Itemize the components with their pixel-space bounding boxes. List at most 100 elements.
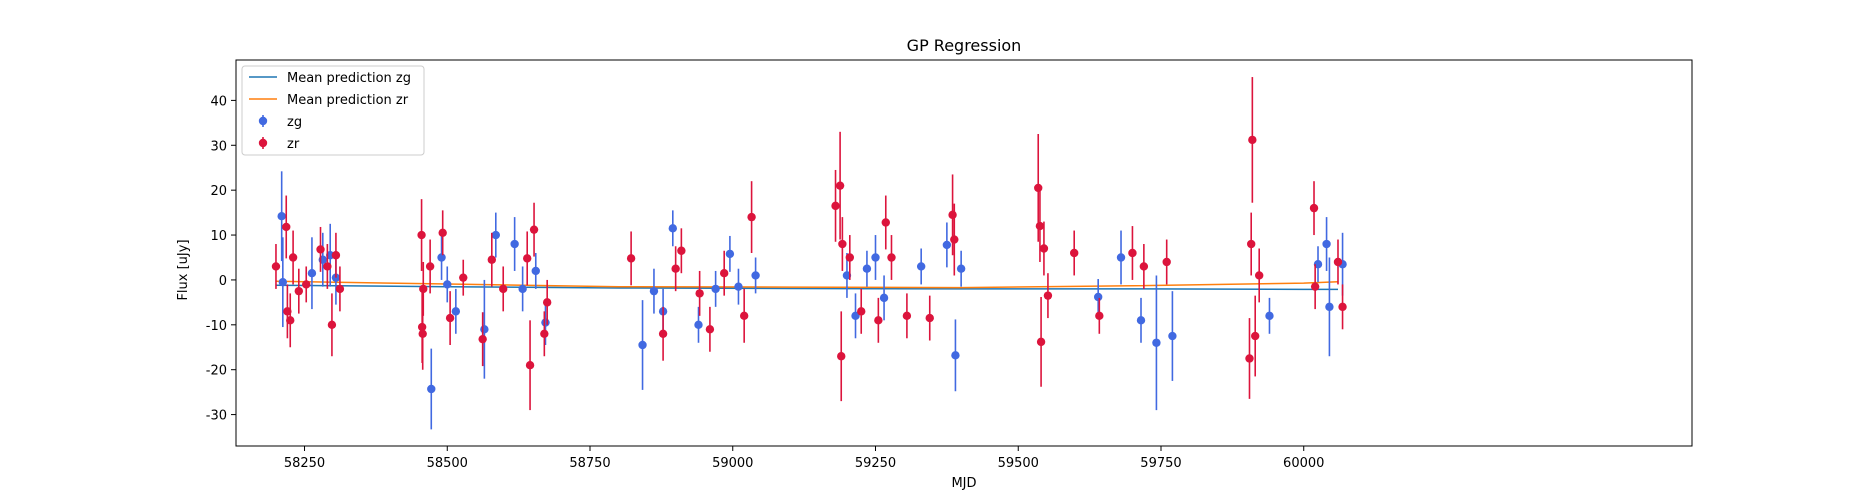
point-zr [857, 288, 866, 334]
data-point [871, 253, 880, 262]
point-zg [278, 237, 288, 328]
data-point [677, 246, 686, 255]
data-point [638, 340, 647, 350]
data-point [417, 230, 426, 240]
legend: Mean prediction zg Mean prediction zr zg zr [241, 65, 425, 156]
data-point [277, 211, 286, 221]
data-point [942, 240, 952, 250]
point-zg [518, 266, 527, 312]
data-point [831, 201, 840, 211]
point-zg [277, 171, 286, 262]
data-point [478, 334, 487, 344]
plot-data [271, 77, 1347, 430]
data-point [1136, 316, 1146, 325]
data-point [1168, 331, 1177, 341]
point-zr [626, 231, 636, 286]
data-point [294, 286, 304, 296]
point-zr [925, 295, 934, 341]
data-point [1162, 257, 1171, 267]
point-zg [307, 237, 317, 310]
point-zr [739, 288, 749, 343]
data-point [851, 311, 860, 321]
data-point [282, 222, 291, 232]
data-point [307, 268, 317, 278]
point-zr [417, 199, 426, 271]
data-point [437, 253, 446, 262]
point-zg [491, 212, 500, 258]
x-tick-label: 58500 [427, 456, 468, 471]
legend-label: Mean prediction zg [287, 71, 411, 86]
y-tick-label: 0 [219, 274, 227, 289]
data-point [1035, 221, 1045, 231]
data-point [1333, 257, 1343, 267]
data-point [1043, 291, 1053, 300]
x-tick-label: 58250 [284, 456, 325, 471]
point-zr [327, 293, 337, 357]
point-zr [1095, 297, 1104, 334]
point-zr [316, 226, 325, 272]
point-zr [419, 261, 428, 316]
data-point [542, 298, 552, 307]
data-point [510, 239, 519, 249]
point-zg [916, 248, 926, 285]
data-point [925, 313, 934, 323]
data-point [451, 307, 461, 316]
point-zr [838, 217, 847, 271]
data-point [425, 262, 435, 271]
data-point [956, 264, 966, 273]
legend-box [241, 65, 425, 156]
point-zg [1168, 291, 1177, 381]
data-point [438, 228, 447, 238]
point-zr [1139, 244, 1149, 289]
data-point [879, 293, 889, 303]
data-point [1095, 311, 1104, 321]
point-zg [694, 306, 703, 343]
data-point [668, 224, 677, 233]
legend-swatch-marker [258, 138, 268, 148]
x-axis-label: MJD [951, 476, 976, 491]
point-zg [1322, 217, 1331, 271]
data-point [529, 225, 539, 234]
point-zr [1254, 248, 1264, 303]
point-zg [649, 268, 659, 314]
point-zr [1309, 181, 1319, 236]
point-zg [711, 270, 720, 307]
point-zr [1043, 273, 1053, 319]
point-zg [541, 300, 550, 346]
point-zr [425, 239, 435, 294]
data-point [845, 253, 855, 262]
legend-label: zr [287, 137, 300, 152]
point-zg [437, 235, 446, 280]
data-point [525, 361, 535, 370]
point-zr [874, 297, 883, 343]
data-point [1093, 292, 1103, 302]
data-point [1254, 271, 1264, 280]
point-zr [1251, 295, 1260, 377]
line-mean-prediction-zg [275, 284, 1338, 291]
legend-item-zg: zg [258, 115, 302, 130]
point-zr [542, 279, 552, 325]
point-zg [879, 275, 889, 321]
point-zr [525, 320, 535, 411]
data-point [948, 210, 957, 220]
data-point [862, 264, 872, 273]
point-zr [499, 266, 508, 312]
legend-swatch-marker [258, 116, 268, 126]
data-point [480, 325, 489, 334]
y-tick-label: 40 [210, 94, 227, 109]
data-point [626, 254, 636, 263]
data-point [734, 282, 743, 291]
point-zr [288, 230, 298, 285]
y-tick-label: -30 [206, 409, 227, 424]
point-zr [950, 203, 959, 276]
point-zr [1333, 239, 1343, 285]
axis-ticks: 58250 58500 58750 59000 59250 59500 59750 60000… [206, 94, 1325, 471]
point-zg [451, 288, 461, 334]
data-point [1248, 135, 1257, 145]
point-zr [1128, 226, 1137, 280]
point-zr [438, 210, 447, 256]
data-point [1338, 302, 1347, 312]
point-zr [837, 311, 846, 402]
point-zr [478, 312, 487, 367]
point-zr [1035, 190, 1045, 262]
